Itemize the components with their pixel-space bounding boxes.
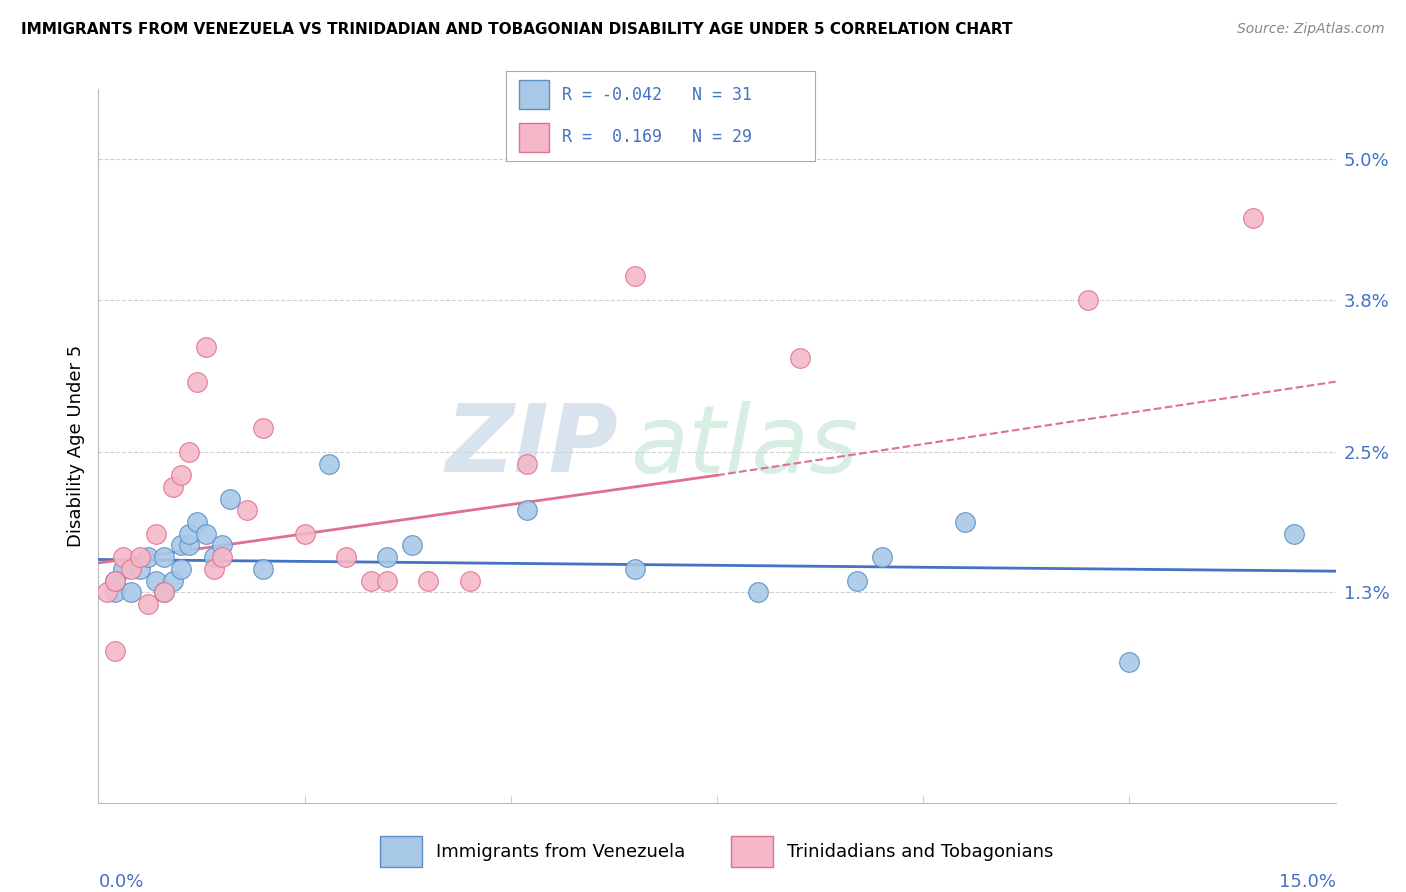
Point [120,585,142,599]
Point [252,421,274,435]
Point [401,538,423,552]
Point [179,538,201,552]
Point [179,526,201,541]
Point [623,269,645,284]
FancyBboxPatch shape [380,837,422,867]
Point [194,526,217,541]
Point [104,585,127,599]
Point [360,574,382,588]
FancyBboxPatch shape [519,80,550,109]
Text: atlas: atlas [630,401,859,491]
Point [128,550,150,565]
Point [179,445,201,459]
FancyBboxPatch shape [519,123,550,152]
Point [335,550,357,565]
Point [1077,293,1099,307]
Point [219,491,242,506]
Point [318,457,340,471]
Point [623,562,645,576]
Point [458,574,481,588]
Point [516,503,538,517]
Point [170,538,193,552]
Point [1118,656,1140,670]
Point [136,550,159,565]
Point [516,457,538,471]
FancyBboxPatch shape [731,837,773,867]
Point [418,574,440,588]
Point [375,550,398,565]
Point [294,526,316,541]
Point [846,574,869,588]
Point [145,526,167,541]
Point [747,585,769,599]
Y-axis label: Disability Age Under 5: Disability Age Under 5 [66,345,84,547]
Point [211,538,233,552]
Point [194,340,217,354]
Point [789,351,811,366]
Point [136,597,159,611]
Point [104,574,127,588]
Point [120,562,142,576]
Text: IMMIGRANTS FROM VENEZUELA VS TRINIDADIAN AND TOBAGONIAN DISABILITY AGE UNDER 5 C: IMMIGRANTS FROM VENEZUELA VS TRINIDADIAN… [21,22,1012,37]
Point [112,550,135,565]
Text: R = -0.042   N = 31: R = -0.042 N = 31 [562,86,752,103]
Point [186,515,208,529]
Text: ZIP: ZIP [446,400,619,492]
Text: 0.0%: 0.0% [98,873,143,891]
Point [104,644,127,658]
Point [170,468,193,483]
Text: Immigrants from Venezuela: Immigrants from Venezuela [436,843,685,861]
Point [202,550,225,565]
Point [104,574,127,588]
Text: Trinidadians and Tobagonians: Trinidadians and Tobagonians [787,843,1053,861]
Point [202,562,225,576]
Text: 15.0%: 15.0% [1278,873,1336,891]
Point [252,562,274,576]
Point [96,585,118,599]
Point [211,550,233,565]
Point [236,503,259,517]
Text: Source: ZipAtlas.com: Source: ZipAtlas.com [1237,22,1385,37]
Point [1284,526,1306,541]
Point [153,550,176,565]
Point [162,574,184,588]
Point [953,515,976,529]
Point [375,574,398,588]
Point [153,585,176,599]
Point [170,562,193,576]
Point [112,562,135,576]
Point [162,480,184,494]
Text: R =  0.169   N = 29: R = 0.169 N = 29 [562,128,752,146]
Point [186,375,208,389]
Point [870,550,893,565]
Point [153,585,176,599]
Point [1241,211,1264,225]
Point [128,562,150,576]
Point [145,574,167,588]
